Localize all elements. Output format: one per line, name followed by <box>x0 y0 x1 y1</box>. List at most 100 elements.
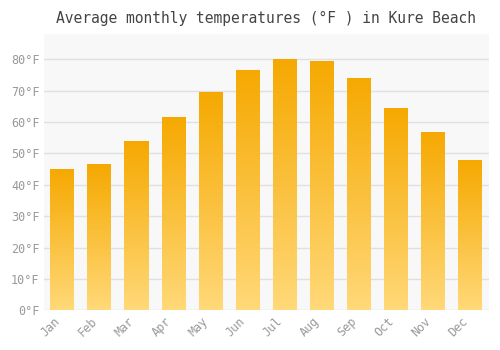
Bar <box>88 284 112 286</box>
Bar <box>162 229 186 231</box>
Bar <box>198 215 222 217</box>
Bar <box>458 226 482 228</box>
Bar <box>50 301 74 302</box>
Bar <box>198 127 222 130</box>
Bar <box>310 121 334 123</box>
Bar <box>88 177 112 179</box>
Bar <box>162 160 186 162</box>
Bar <box>273 238 297 240</box>
Bar <box>236 169 260 171</box>
Bar <box>384 262 408 264</box>
Bar <box>273 172 297 175</box>
Bar <box>421 228 446 230</box>
Bar <box>50 260 74 261</box>
Bar <box>198 158 222 160</box>
Bar <box>198 103 222 105</box>
Bar <box>273 225 297 228</box>
Bar <box>198 273 222 275</box>
Bar <box>310 295 334 298</box>
Bar <box>421 300 446 301</box>
Bar <box>421 307 446 309</box>
Bar <box>162 191 186 193</box>
Bar <box>236 94 260 97</box>
Bar <box>50 262 74 264</box>
Bar <box>310 218 334 220</box>
Bar <box>88 216 112 217</box>
Bar <box>347 102 371 104</box>
Bar <box>198 110 222 112</box>
Bar <box>458 288 482 289</box>
Bar <box>236 140 260 142</box>
Bar <box>273 140 297 142</box>
Bar <box>162 156 186 158</box>
Bar <box>310 181 334 183</box>
Bar <box>310 226 334 228</box>
Bar <box>124 309 148 310</box>
Bar <box>384 201 408 203</box>
Bar <box>310 133 334 136</box>
Bar <box>236 75 260 78</box>
Bar <box>421 209 446 210</box>
Bar <box>458 274 482 276</box>
Bar <box>310 203 334 205</box>
Bar <box>384 164 408 167</box>
Bar <box>310 248 334 251</box>
Bar <box>162 274 186 276</box>
Bar <box>310 263 334 266</box>
Bar <box>347 90 371 92</box>
Bar <box>347 243 371 245</box>
Bar <box>88 248 112 249</box>
Bar <box>50 196 74 197</box>
Bar <box>50 302 74 303</box>
Bar <box>421 164 446 166</box>
Bar <box>421 291 446 293</box>
Bar <box>458 187 482 188</box>
Bar <box>458 199 482 201</box>
Bar <box>88 265 112 267</box>
Bar <box>162 304 186 307</box>
Bar <box>458 248 482 250</box>
Bar <box>273 217 297 220</box>
Bar <box>124 250 148 251</box>
Bar <box>88 195 112 197</box>
Bar <box>384 199 408 201</box>
Bar <box>124 300 148 302</box>
Bar <box>236 284 260 286</box>
Bar <box>384 150 408 153</box>
Bar <box>162 293 186 295</box>
Bar <box>273 62 297 64</box>
Bar <box>198 199 222 201</box>
Bar <box>273 278 297 280</box>
Bar <box>310 93 334 96</box>
Bar <box>198 160 222 162</box>
Bar <box>124 304 148 305</box>
Bar <box>347 278 371 280</box>
Bar <box>310 96 334 98</box>
Bar <box>236 289 260 291</box>
Bar <box>50 298 74 299</box>
Bar <box>458 255 482 256</box>
Bar <box>50 257 74 258</box>
Bar <box>162 169 186 172</box>
Bar <box>273 175 297 177</box>
Bar <box>198 284 222 286</box>
Bar <box>124 258 148 260</box>
Bar <box>236 296 260 299</box>
Bar <box>88 299 112 300</box>
Bar <box>162 235 186 237</box>
Bar <box>124 197 148 198</box>
Bar <box>162 210 186 212</box>
Bar <box>458 276 482 277</box>
Bar <box>384 175 408 177</box>
Bar <box>384 284 408 286</box>
Bar <box>50 174 74 175</box>
Bar <box>421 201 446 203</box>
Bar <box>273 102 297 105</box>
Bar <box>347 206 371 208</box>
Bar <box>273 200 297 202</box>
Bar <box>50 226 74 227</box>
Bar <box>421 221 446 223</box>
Bar <box>347 171 371 173</box>
Bar <box>458 244 482 246</box>
Bar <box>162 256 186 258</box>
